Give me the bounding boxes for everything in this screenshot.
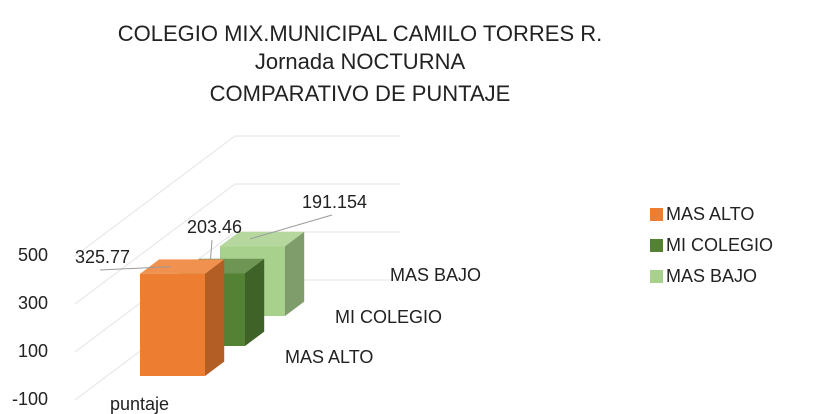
chart-title: COMPARATIVO DE PUNTAJE (210, 81, 511, 106)
legend-swatch (650, 270, 663, 283)
depth-axis-label: MAS ALTO (285, 347, 373, 367)
bar-top (220, 231, 305, 247)
bar-side (205, 259, 225, 376)
data-label: 191.154 (302, 192, 367, 212)
grid-line (74, 231, 400, 353)
data-label: 203.46 (187, 217, 242, 237)
legend-label: MI COLEGIO (666, 235, 773, 255)
x-tick-label: puntaje (110, 394, 169, 414)
legend-label: MAS ALTO (666, 204, 754, 224)
leader-line (99, 266, 171, 271)
bar-side (245, 258, 265, 346)
depth-axis-label: MAS BAJO (390, 265, 481, 285)
y-tick-label: -100 (12, 389, 48, 409)
chart-title: COLEGIO MIX.MUNICIPAL CAMILO TORRES R. (118, 21, 603, 46)
grid-line (74, 135, 400, 257)
bar (140, 273, 205, 376)
depth-axis-label: MI COLEGIO (335, 307, 442, 327)
leader-line (249, 214, 333, 240)
legend-swatch (650, 208, 663, 221)
data-label: 325.77 (75, 247, 130, 267)
chart-title: Jornada NOCTURNA (255, 49, 466, 74)
y-tick-label: 100 (18, 341, 48, 361)
y-tick-label: 300 (18, 293, 48, 313)
legend-label: MAS BAJO (666, 266, 757, 286)
bar-top (140, 259, 225, 274)
bar-side (285, 231, 305, 316)
y-tick-label: 500 (18, 245, 48, 265)
grid-line (74, 183, 400, 305)
legend-swatch (650, 239, 663, 252)
